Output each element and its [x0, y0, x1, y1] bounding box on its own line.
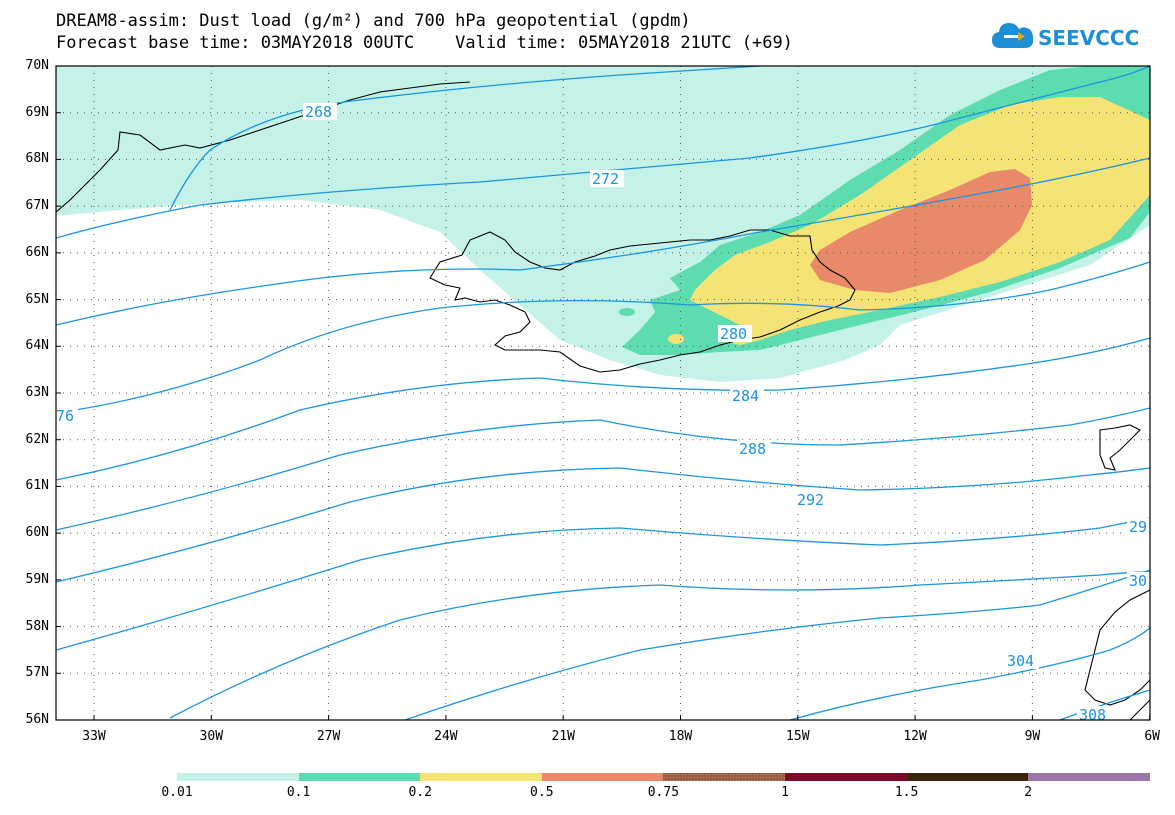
scotland-coast	[1129, 699, 1150, 720]
contour-304	[404, 569, 1150, 720]
contour-label: 29	[1129, 518, 1147, 536]
lat-label: 60N	[25, 525, 49, 541]
lon-label: 15W	[786, 729, 810, 744]
contour-label: 292	[797, 491, 824, 509]
contour-label: 304	[1007, 652, 1034, 670]
colorbar-label: 2	[1024, 785, 1033, 800]
colorbar-segment	[177, 773, 299, 781]
greenland-coast	[56, 81, 471, 213]
lon-label: 33W	[82, 729, 106, 744]
contour-label: 30	[1129, 572, 1147, 590]
lon-label: 9W	[1024, 729, 1041, 744]
lon-label: 6W	[1144, 729, 1160, 744]
contour-label: 76	[56, 407, 74, 425]
lon-label: 27W	[316, 729, 341, 744]
lat-label: 57N	[25, 665, 49, 681]
axis-ticks	[56, 65, 1151, 721]
lat-label: 69N	[25, 104, 49, 120]
lon-label: 21W	[551, 729, 575, 744]
colorbar-label: 1	[781, 785, 789, 800]
lat-label: 59N	[25, 571, 49, 587]
scotland-coast	[1084, 589, 1150, 706]
lat-label: 56N	[25, 712, 49, 727]
lat-label: 62N	[25, 431, 49, 447]
contour-labels: 268 272 280 284 288 292 304 308 76 29 30	[56, 103, 1150, 724]
contour-label: 284	[732, 387, 759, 405]
contour-label: 288	[739, 440, 766, 458]
contour-280	[56, 261, 1150, 414]
contour-label: 280	[720, 325, 747, 343]
colorbar-segment	[298, 773, 421, 781]
contour-296	[56, 517, 1150, 651]
lat-label: 67N	[25, 198, 49, 214]
contour-284	[56, 337, 1150, 481]
dust-spot	[668, 334, 684, 344]
colorbar-segment	[420, 773, 542, 781]
colorbar-label: 0.1	[286, 785, 311, 800]
geopotential-contours	[56, 66, 1150, 720]
dust-spot	[619, 308, 635, 316]
contour-288	[56, 407, 1150, 531]
lat-label: 63N	[25, 385, 49, 400]
colorbar-label: 0.75	[647, 785, 680, 800]
lon-label: 12W	[903, 729, 927, 744]
colorbar-label: 0.2	[408, 785, 432, 800]
dust-level-0.5	[810, 169, 1032, 293]
colorbar-label: 1.5	[894, 785, 919, 800]
lat-label: 68N	[25, 151, 49, 167]
colorbar-segment	[906, 773, 1029, 781]
lat-label: 65N	[25, 291, 49, 307]
colorbar-segment	[663, 773, 785, 781]
cloud-logo-icon	[992, 23, 1034, 48]
contour-292	[56, 467, 1150, 583]
colorbar-label: 0.5	[530, 785, 554, 800]
colorbar-label: 0.01	[161, 785, 193, 800]
lon-label: 30W	[199, 729, 224, 744]
lon-label: 24W	[434, 729, 458, 744]
contour-276	[56, 157, 1150, 326]
lat-label: 70N	[25, 58, 49, 73]
contour-label: 272	[592, 170, 619, 188]
contour-300	[169, 571, 1150, 719]
lat-label: 66N	[25, 244, 49, 260]
colorbar-segment	[1028, 773, 1150, 781]
lon-label: 18W	[668, 729, 693, 744]
colorbar-segment	[785, 773, 907, 781]
contour-label: 308	[1079, 706, 1106, 724]
contour-label: 268	[305, 103, 332, 121]
contour-308	[789, 627, 1150, 720]
lat-label: 64N	[25, 338, 49, 354]
colorbar-segment	[541, 773, 664, 781]
lat-label: 58N	[25, 618, 49, 634]
contour-272	[56, 66, 1150, 239]
lat-label: 61N	[25, 478, 49, 494]
logo-text: SEEVCCC	[1038, 26, 1140, 50]
contour-268	[169, 66, 761, 211]
faroe-coast	[1099, 424, 1141, 471]
seevccc-logo: SEEVCCC	[990, 18, 1140, 58]
contour-312	[1059, 689, 1150, 720]
map-title-line1: DREAM8-assim: Dust load (g/m²) and 700 h…	[56, 11, 691, 31]
map-title-line2: Forecast base time: 03MAY2018 00UTC Vali…	[56, 33, 793, 53]
